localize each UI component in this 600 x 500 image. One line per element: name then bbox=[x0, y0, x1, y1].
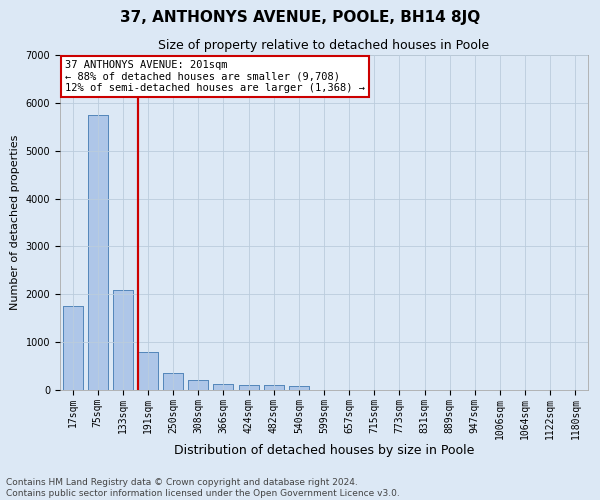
Bar bbox=[214, 384, 233, 390]
Bar bbox=[113, 290, 133, 390]
Bar bbox=[188, 380, 208, 390]
Bar bbox=[88, 115, 108, 390]
Text: 37, ANTHONYS AVENUE, POOLE, BH14 8JQ: 37, ANTHONYS AVENUE, POOLE, BH14 8JQ bbox=[120, 10, 480, 25]
Text: Contains HM Land Registry data © Crown copyright and database right 2024.
Contai: Contains HM Land Registry data © Crown c… bbox=[6, 478, 400, 498]
Text: 37 ANTHONYS AVENUE: 201sqm
← 88% of detached houses are smaller (9,708)
12% of s: 37 ANTHONYS AVENUE: 201sqm ← 88% of deta… bbox=[65, 60, 365, 93]
Bar bbox=[289, 386, 309, 390]
Bar bbox=[113, 290, 133, 390]
Bar bbox=[263, 385, 284, 390]
Bar bbox=[62, 306, 83, 390]
Bar bbox=[163, 373, 183, 390]
Bar bbox=[188, 380, 208, 390]
Bar bbox=[88, 115, 108, 390]
Bar bbox=[138, 352, 158, 390]
Bar bbox=[62, 306, 83, 390]
Bar bbox=[138, 352, 158, 390]
Bar bbox=[289, 386, 309, 390]
Y-axis label: Number of detached properties: Number of detached properties bbox=[10, 135, 20, 310]
Bar bbox=[239, 385, 259, 390]
Bar bbox=[263, 385, 284, 390]
Bar bbox=[163, 373, 183, 390]
X-axis label: Distribution of detached houses by size in Poole: Distribution of detached houses by size … bbox=[174, 444, 474, 458]
Bar bbox=[214, 384, 233, 390]
Bar bbox=[239, 385, 259, 390]
Title: Size of property relative to detached houses in Poole: Size of property relative to detached ho… bbox=[158, 40, 490, 52]
